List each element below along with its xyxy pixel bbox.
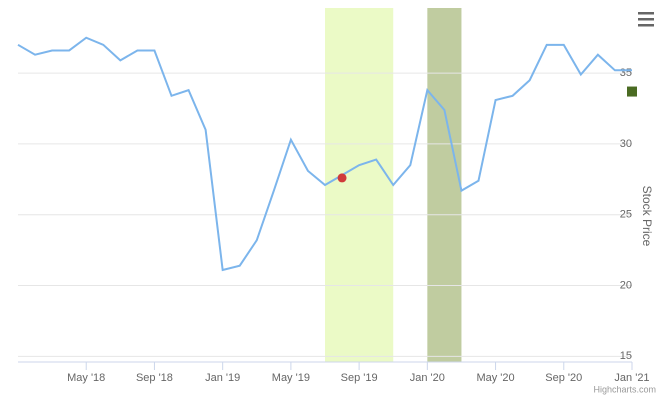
y-tick-label: 25	[620, 209, 632, 221]
menu-button[interactable]	[638, 12, 654, 27]
x-tick-label: May '19	[272, 372, 310, 384]
plot: 15 20 25 30 35 May '18 Sep '18 Jan '19 May '19 Se…	[17, 8, 650, 384]
y-axis-label: Stock Price	[640, 186, 654, 247]
x-tick-label: Jan '20	[410, 372, 445, 384]
y-tick-label: 20	[620, 279, 632, 291]
plot-band	[427, 8, 462, 362]
x-tick-label: Sep '18	[136, 372, 173, 384]
y-tick-label: 15	[620, 350, 632, 362]
x-tick-label: Jan '21	[614, 372, 649, 384]
x-tick-label: Jan '19	[205, 372, 240, 384]
x-tick-label: May '18	[67, 372, 105, 384]
credits[interactable]: Highcharts.com	[593, 384, 656, 394]
x-tick-label: Sep '19	[341, 372, 378, 384]
menu-line	[638, 18, 654, 21]
x-tick-label: Sep '20	[545, 372, 582, 384]
menu-line	[638, 24, 654, 27]
price-line	[17, 36, 632, 272]
y-tick-label: 35	[620, 67, 632, 79]
menu-line	[638, 12, 654, 15]
marker	[627, 86, 637, 97]
plot-band	[325, 8, 394, 362]
x-tick-label: May '20	[476, 372, 514, 384]
y-tick-label: 30	[620, 138, 632, 150]
marker	[337, 173, 347, 183]
